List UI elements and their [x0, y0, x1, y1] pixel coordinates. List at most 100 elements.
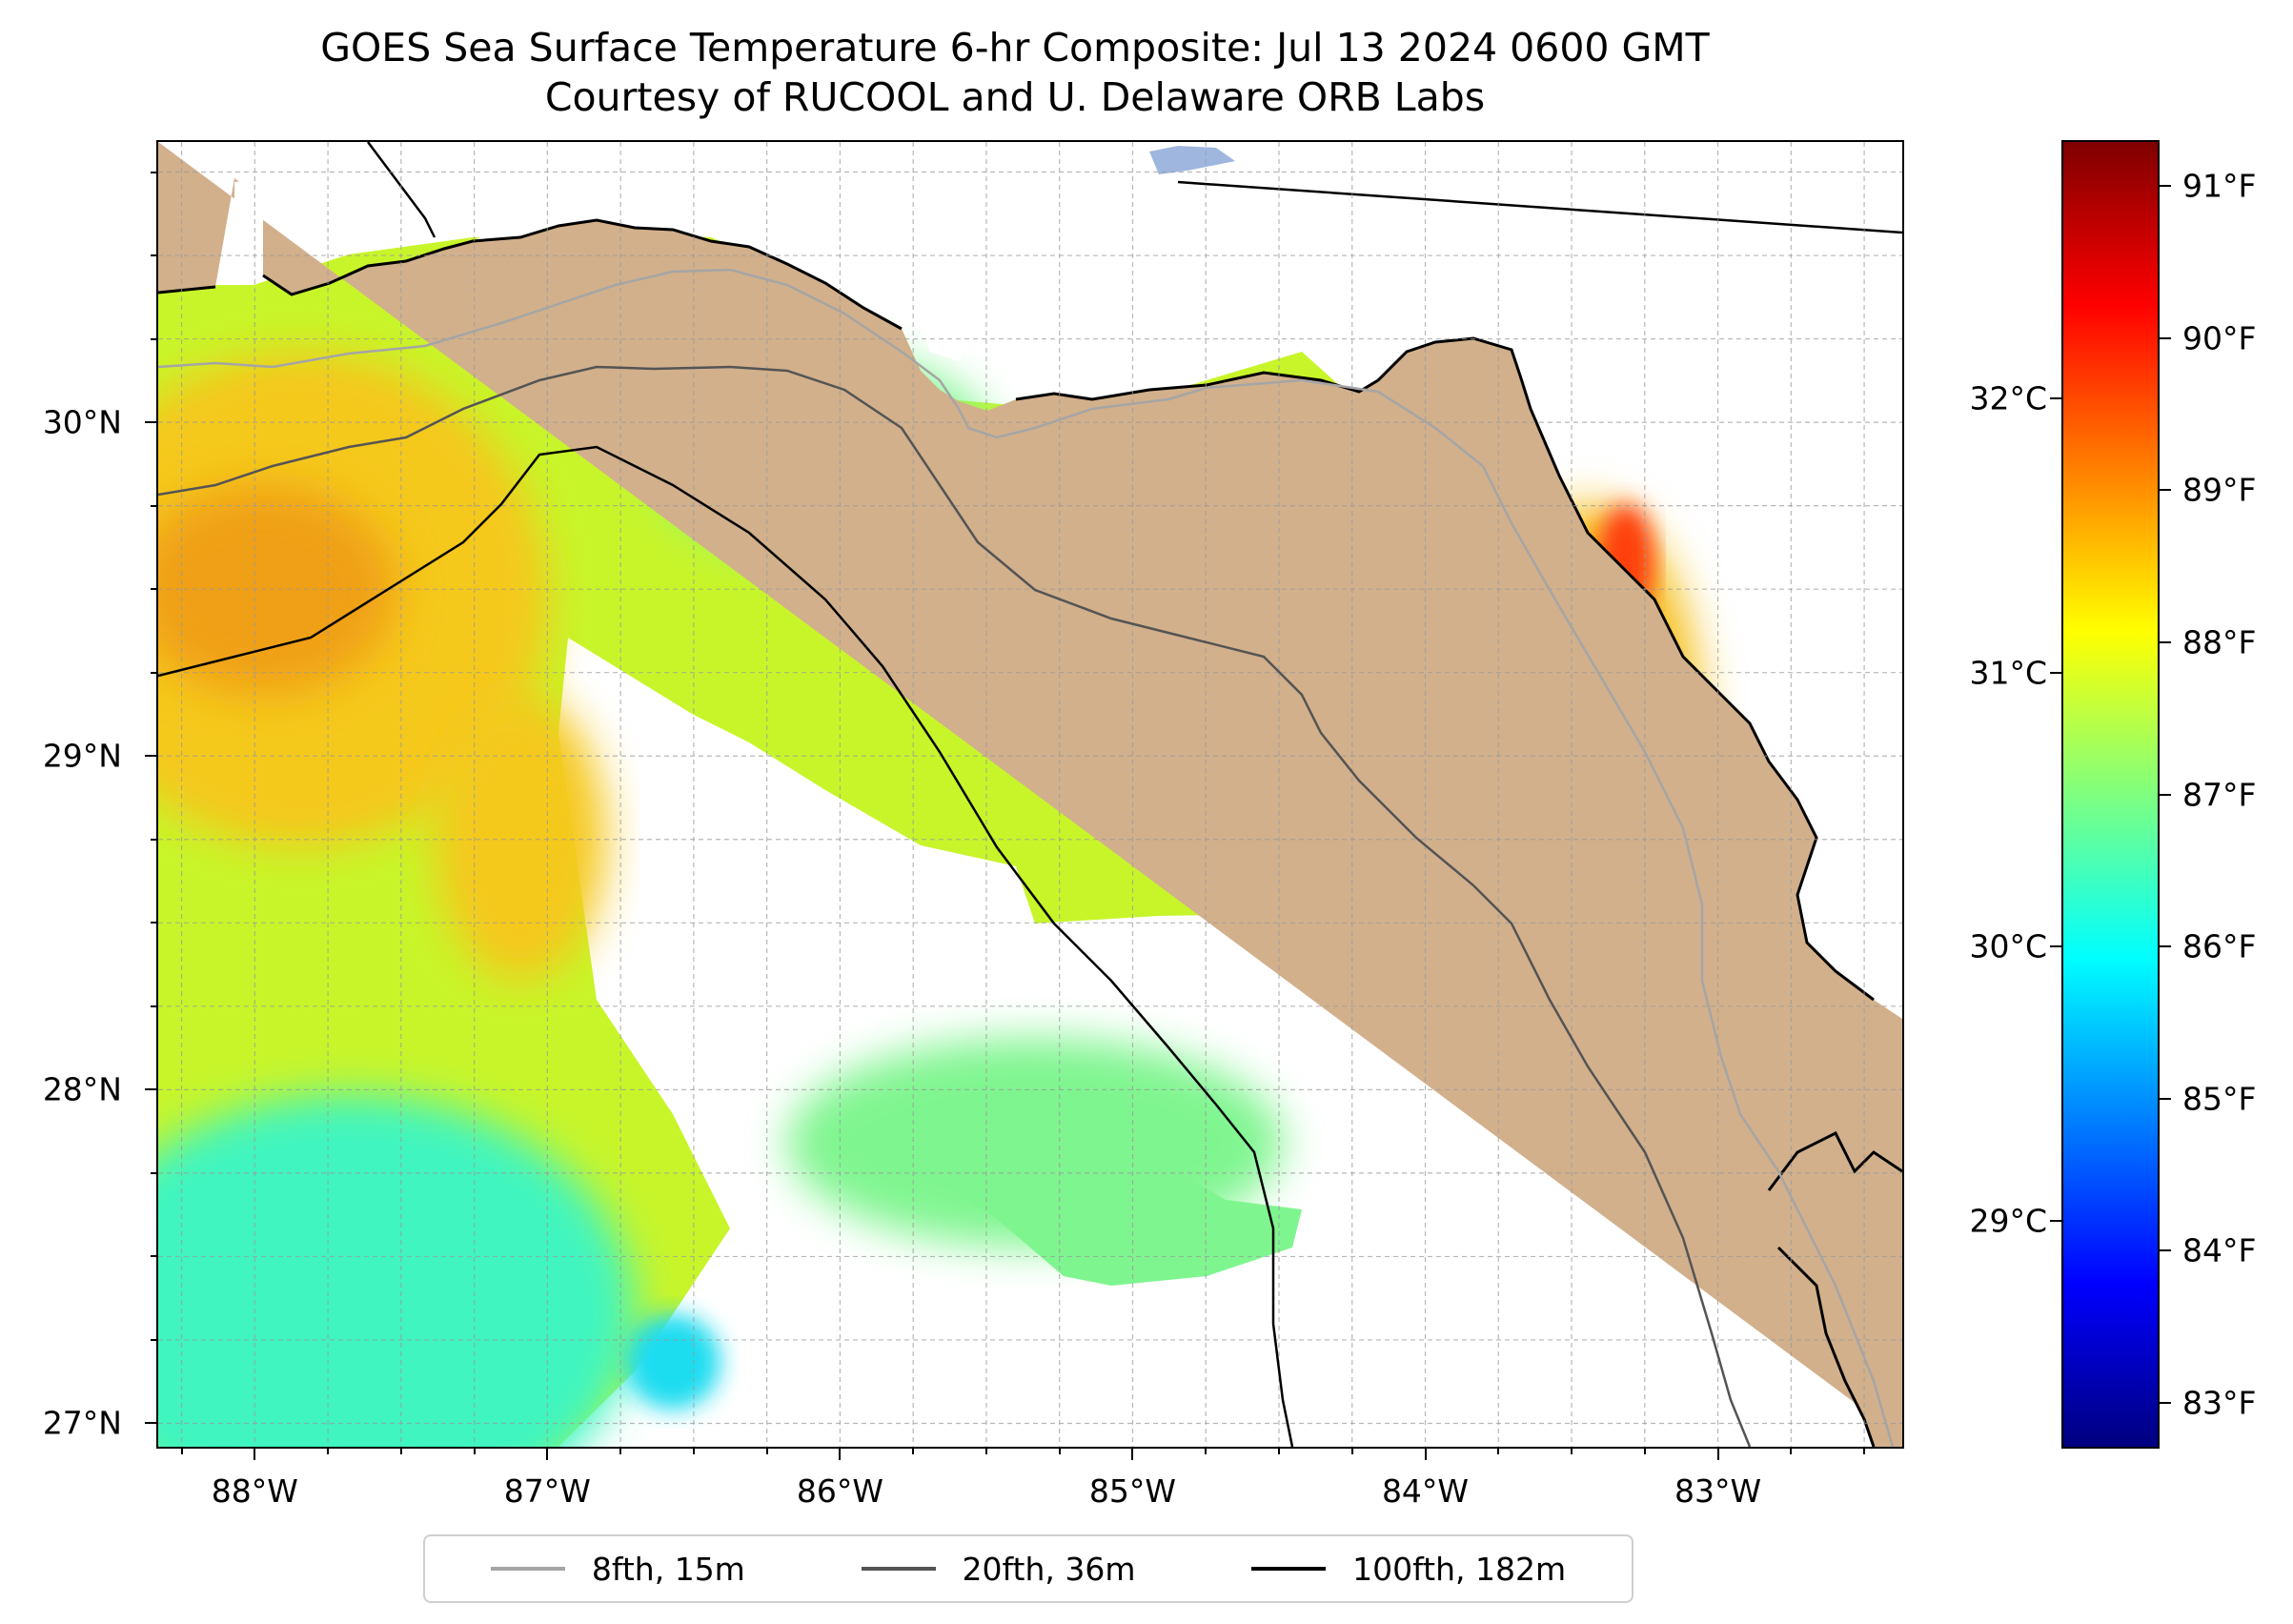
x-minor-tick	[765, 1449, 768, 1454]
isobaths	[158, 268, 1895, 1447]
bay-choctaw	[673, 182, 806, 226]
sst-hot-west	[158, 485, 396, 695]
x-tick-mark	[546, 1449, 549, 1460]
state-border	[367, 142, 1902, 238]
colorbar-fahrenheit-label: 84°F	[2182, 1231, 2257, 1269]
x-minor-tick	[1497, 1449, 1500, 1454]
isobath-8fth	[158, 268, 1895, 1447]
y-tick-mark	[145, 1422, 156, 1425]
sst-map	[156, 140, 1904, 1449]
x-minor-tick	[1571, 1449, 1573, 1454]
x-tick-label: 87°W	[503, 1472, 591, 1510]
colorbar-fahrenheit-label: 90°F	[2182, 319, 2257, 357]
x-tick-mark	[1424, 1449, 1427, 1460]
y-minor-tick	[151, 171, 156, 173]
x-minor-tick	[1277, 1449, 1280, 1454]
x-minor-tick	[1058, 1449, 1061, 1454]
x-minor-tick	[327, 1449, 330, 1454]
y-minor-tick	[151, 504, 156, 507]
x-minor-tick	[180, 1449, 183, 1454]
sst-patch-south	[921, 1124, 1302, 1286]
legend-swatch-20fth	[861, 1567, 936, 1571]
y-tick-label: 30°N	[42, 403, 122, 441]
colorbar-fahrenheit-tick	[2160, 793, 2171, 796]
colorbar-celsius-tick	[2050, 397, 2061, 400]
map-subtitle: Courtesy of RUCOOL and U. Delaware ORB L…	[544, 74, 1486, 120]
x-tick-mark	[839, 1449, 842, 1460]
x-minor-tick	[984, 1449, 987, 1454]
land-mass	[158, 142, 1902, 1447]
x-minor-tick	[473, 1449, 476, 1454]
legend-label-20fth: 20fth, 36m	[962, 1550, 1136, 1588]
colorbar-fahrenheit-label: 87°F	[2182, 776, 2257, 813]
y-minor-tick	[151, 254, 156, 257]
y-minor-tick	[151, 922, 156, 924]
colorbar-fahrenheit-tick	[2160, 336, 2171, 339]
colorbar-fahrenheit-label: 85°F	[2182, 1080, 2257, 1118]
isobath-legend: 8fth, 15m 20fth, 36m 100fth, 182m	[423, 1534, 1634, 1603]
colorbar-fahrenheit-tick	[2160, 1402, 2171, 1405]
x-tick-label: 84°W	[1381, 1472, 1470, 1510]
legend-swatch-100fth	[1251, 1567, 1327, 1571]
legend-item-20fth: 20fth, 36m	[861, 1550, 1136, 1588]
colorbar-celsius-label: 31°C	[1969, 654, 2047, 692]
colorbar-celsius-tick	[2050, 945, 2061, 948]
colorbar-fahrenheit-tick	[2160, 640, 2171, 643]
y-minor-tick	[151, 1005, 156, 1007]
colorbar-fahrenheit-tick	[2160, 489, 2171, 492]
legend-item-8fth: 8fth, 15m	[490, 1550, 745, 1588]
y-minor-tick	[151, 337, 156, 340]
x-minor-tick	[1790, 1449, 1793, 1454]
bay-mobile	[225, 180, 263, 285]
y-minor-tick	[151, 838, 156, 841]
legend-swatch-8fth	[490, 1567, 565, 1571]
y-tick-mark	[145, 1088, 156, 1091]
y-tick-mark	[145, 421, 156, 424]
colorbar-fahrenheit-label: 91°F	[2182, 167, 2257, 205]
x-minor-tick	[1643, 1449, 1646, 1454]
isobath-100fth	[158, 445, 1294, 1447]
colorbar-celsius-label: 29°C	[1969, 1202, 2047, 1240]
legend-label-8fth: 8fth, 15m	[591, 1550, 745, 1588]
bay-stjoe	[921, 314, 978, 361]
x-tick-mark	[1716, 1449, 1719, 1460]
colorbar-fahrenheit-tick	[2160, 1249, 2171, 1252]
x-tick-label: 88°W	[211, 1472, 298, 1510]
page-title: GOES Sea Surface Temperature 6-hr Compos…	[0, 23, 2030, 122]
colorbar-fahrenheit-label: 88°F	[2182, 623, 2257, 661]
sst-warm-west-2	[435, 695, 606, 981]
colorbar-celsius-label: 30°C	[1969, 927, 2047, 965]
temperature-colorbar	[2061, 140, 2160, 1449]
lake-seminole	[1149, 146, 1235, 174]
x-tick-mark	[1131, 1449, 1134, 1460]
y-minor-tick	[151, 588, 156, 591]
colorbar-celsius-tick	[2050, 1219, 2061, 1222]
y-tick-label: 29°N	[42, 737, 122, 775]
sst-coolest-southwest	[625, 1314, 720, 1410]
colorbar-celsius-tick	[2050, 671, 2061, 674]
y-tick-label: 28°N	[42, 1070, 122, 1108]
colorbar-fahrenheit-tick	[2160, 184, 2171, 187]
x-minor-tick	[1350, 1449, 1353, 1454]
y-minor-tick	[151, 1255, 156, 1258]
x-minor-tick	[619, 1449, 622, 1454]
coastline	[158, 218, 1902, 1447]
legend-label-100fth: 100fth, 182m	[1352, 1550, 1567, 1588]
sst-map-canvas	[158, 142, 1902, 1447]
y-minor-tick	[151, 1171, 156, 1174]
map-title: GOES Sea Surface Temperature 6-hr Compos…	[320, 25, 1710, 71]
x-minor-tick	[692, 1449, 695, 1454]
y-tick-mark	[145, 755, 156, 758]
sst-cool-southwest	[158, 1095, 635, 1447]
colorbar-fahrenheit-label: 83°F	[2182, 1384, 2257, 1422]
x-tick-label: 86°W	[796, 1472, 883, 1510]
bay-pensacola	[473, 209, 558, 242]
gridlines	[158, 142, 1902, 1447]
colorbar-fahrenheit-tick	[2160, 945, 2171, 948]
x-tick-mark	[254, 1449, 256, 1460]
y-minor-tick	[151, 671, 156, 674]
x-minor-tick	[1863, 1449, 1866, 1454]
y-tick-label: 27°N	[42, 1404, 122, 1442]
colorbar-fahrenheit-tick	[2160, 1097, 2171, 1100]
colorbar-fahrenheit-label: 86°F	[2182, 927, 2257, 965]
